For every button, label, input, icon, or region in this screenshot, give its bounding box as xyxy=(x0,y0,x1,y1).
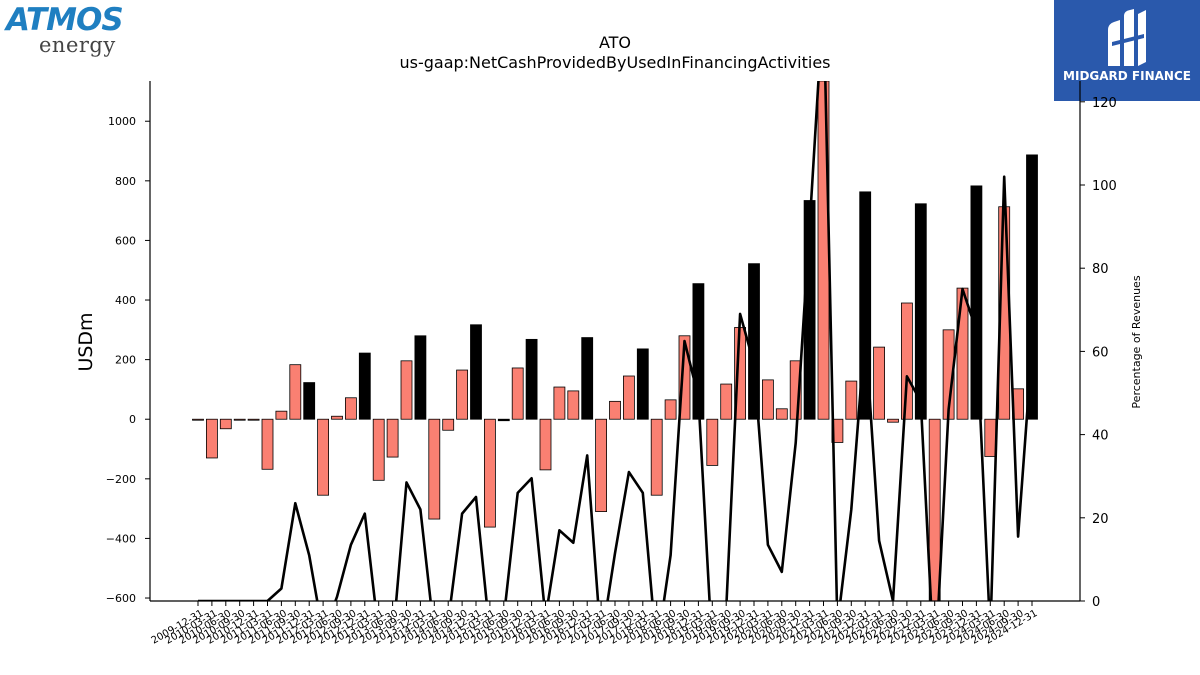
bar-2022-03-31 xyxy=(873,346,885,420)
bar-2023-03-31 xyxy=(928,418,941,601)
y-tick-label: −400 xyxy=(106,532,136,545)
bar-2019-06-30 xyxy=(720,383,733,420)
bar-2010-06-30 xyxy=(219,418,232,430)
logo-energy-text: energy xyxy=(39,33,116,57)
midgard-finance-logo: MIDGARD FINANCE xyxy=(1054,0,1200,101)
bar-2019-03-31 xyxy=(706,418,719,466)
bar-2013-03-31 xyxy=(372,418,385,481)
atmos-energy-logo: ATMOS energy xyxy=(6,2,128,60)
bar-2015-09-30 xyxy=(511,367,524,420)
bar-2024-03-31 xyxy=(984,418,997,457)
bar-2012-09-30 xyxy=(344,397,357,420)
y2-tick-label: 100 xyxy=(1092,179,1117,194)
bar-2010-03-31 xyxy=(205,418,218,459)
bar-2018-03-31 xyxy=(650,418,663,496)
x-axis-ticks: 2009-12-312010-03-312010-06-302010-09-30… xyxy=(150,601,1040,647)
bar-2010-09-30 xyxy=(233,418,246,421)
y-tick-label: 1000 xyxy=(108,115,136,128)
bar-2018-06-30 xyxy=(664,399,677,420)
bar-2023-09-30 xyxy=(956,287,969,420)
bar-2024-12-31 xyxy=(1026,154,1038,420)
y2-tick-label: 40 xyxy=(1092,429,1109,444)
bar-2012-06-30 xyxy=(331,415,343,420)
bar-2015-06-30 xyxy=(497,418,510,422)
chart-title: ATO xyxy=(599,33,631,52)
y-axis-ticks: −600 −400 −200 0 200 400 600 800 1000 xyxy=(106,115,150,605)
bar-2016-06-30 xyxy=(553,386,566,420)
bar-2022-09-30 xyxy=(901,302,913,420)
bar-2017-06-30 xyxy=(609,400,621,420)
bar-2012-12-31 xyxy=(358,352,371,420)
bar-2009-12-31 xyxy=(192,418,204,421)
bar-2014-06-30 xyxy=(442,418,455,431)
y-tick-label: 0 xyxy=(129,413,136,426)
bar-2020-09-30 xyxy=(789,360,802,420)
bar-2016-03-31 xyxy=(539,418,552,471)
bar-series xyxy=(192,81,1038,601)
y2-tick-label: 20 xyxy=(1092,512,1109,527)
y2-tick-label: 60 xyxy=(1092,345,1109,360)
bar-2016-09-30 xyxy=(567,390,580,420)
bar-2015-12-31 xyxy=(525,338,538,420)
bar-2013-12-31 xyxy=(414,335,427,420)
y2-axis-ticks: 0 20 40 60 80 100 120 xyxy=(1080,96,1117,610)
y-axis-label: USDm xyxy=(75,312,97,371)
logo-midgard-name: MIDGARD FINANCE xyxy=(1063,69,1191,83)
bar-2012-03-31 xyxy=(317,418,330,496)
bar-2014-03-31 xyxy=(428,418,441,520)
y-tick-label: −200 xyxy=(106,473,136,486)
y-tick-label: 800 xyxy=(115,175,136,188)
y2-tick-label: 80 xyxy=(1092,262,1109,277)
y2-tick-label: 0 xyxy=(1092,595,1100,610)
logo-atmos-text: ATMOS xyxy=(6,2,124,38)
chart-subtitle: us-gaap:NetCashProvidedByUsedInFinancing… xyxy=(399,53,830,72)
bar-2019-12-31 xyxy=(748,263,760,420)
y-tick-label: 400 xyxy=(115,294,136,307)
bar-2014-09-30 xyxy=(456,369,469,420)
y-tick-label: −600 xyxy=(106,592,136,605)
bar-2011-12-31 xyxy=(303,382,316,420)
bar-2021-09-30 xyxy=(845,380,858,420)
y2-tick-label: 120 xyxy=(1092,96,1117,111)
percentage-line-series xyxy=(198,81,1034,601)
bar-2020-06-30 xyxy=(775,408,788,420)
bar-2022-12-31 xyxy=(914,203,927,420)
bar-2023-12-31 xyxy=(970,185,983,420)
bar-2016-12-31 xyxy=(581,337,594,420)
midgard-logo-mark-icon xyxy=(1108,9,1146,66)
bar-2011-09-30 xyxy=(289,364,302,420)
bar-2017-09-30 xyxy=(623,375,635,420)
bar-2017-12-31 xyxy=(636,348,649,420)
bar-2022-06-30 xyxy=(887,418,899,423)
y-tick-label: 600 xyxy=(115,234,136,247)
bar-2017-03-31 xyxy=(595,418,607,512)
bar-2011-06-30 xyxy=(275,410,288,420)
percentage-line xyxy=(198,81,1034,601)
bar-2014-12-31 xyxy=(470,324,482,420)
y2-axis-label: Percentage of Revenues xyxy=(1130,275,1143,408)
y-tick-label: 200 xyxy=(115,354,136,367)
bar-2021-12-31 xyxy=(859,191,872,420)
bar-2010-12-31 xyxy=(247,418,260,421)
bar-2015-03-31 xyxy=(483,418,496,528)
bar-2020-03-31 xyxy=(762,379,774,420)
bar-2011-03-31 xyxy=(261,418,274,470)
bar-2018-09-30 xyxy=(678,335,691,420)
bar-2013-09-30 xyxy=(400,360,413,420)
bar-2013-06-30 xyxy=(386,418,399,458)
